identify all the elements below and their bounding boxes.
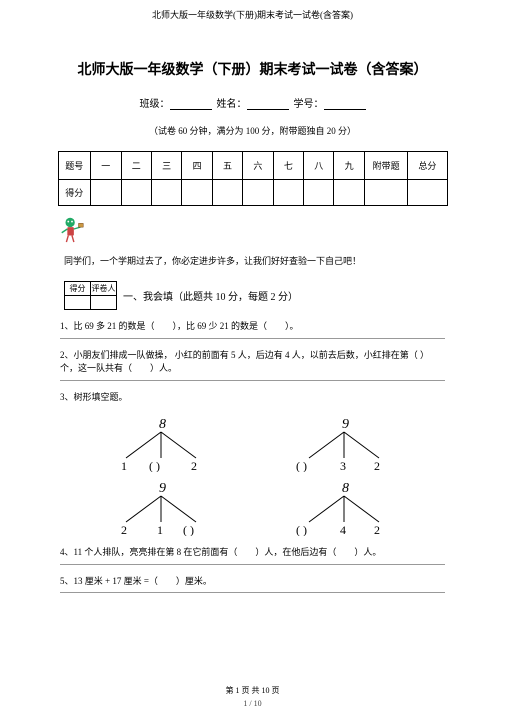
question-1: 1、比 69 多 21 的数是（ ），比 69 少 21 的数是（ ）。 <box>60 320 445 339</box>
trees-row-1: 8 1 ( ) 2 9 ( ) 3 2 <box>70 414 435 472</box>
section-1-title: 一、我会填（此题共 10 分，每题 2 分） <box>123 288 298 303</box>
svg-text:2: 2 <box>374 523 380 536</box>
mini-grade-table: 得分 评卷人 <box>64 281 117 310</box>
cell <box>151 180 181 206</box>
svg-text:1: 1 <box>157 523 163 536</box>
svg-text:3: 3 <box>340 459 346 472</box>
col-extra: 附带题 <box>364 152 407 180</box>
svg-text:8: 8 <box>342 481 349 496</box>
tree-3: 9 2 1 ( ) <box>101 478 221 536</box>
section-1-row: 得分 评卷人 一、我会填（此题共 10 分，每题 2 分） <box>64 281 505 310</box>
tree-4: 8 ( ) 4 2 <box>284 478 404 536</box>
col-7: 七 <box>273 152 303 180</box>
svg-text:2: 2 <box>191 459 197 472</box>
col-total: 总分 <box>408 152 447 180</box>
id-label: 学号： <box>294 99 324 110</box>
question-5: 5、13 厘米 + 17 厘米 =（ ）厘米。 <box>60 575 445 594</box>
q2-line2: 个，这一队共有（ ）人。 <box>60 363 177 373</box>
svg-text:( ): ( ) <box>149 459 160 472</box>
exam-note: （试卷 60 分钟，满分为 100 分，附带题独自 20 分） <box>0 124 505 137</box>
mascot-icon <box>58 214 86 244</box>
cell <box>408 180 447 206</box>
name-label: 姓名： <box>217 99 247 110</box>
page-title: 北师大版一年级数学（下册）期末考试一试卷（含答案） <box>0 59 505 79</box>
score-header-row: 题号 一 二 三 四 五 六 七 八 九 附带题 总分 <box>58 152 447 180</box>
svg-text:( ): ( ) <box>183 523 194 536</box>
mini-cell <box>91 296 117 310</box>
svg-text:8: 8 <box>159 417 166 432</box>
student-info-line: 班级： 姓名： 学号： <box>0 95 505 110</box>
score-value-row: 得分 <box>58 180 447 206</box>
class-blank <box>170 98 212 110</box>
mini-h1: 得分 <box>65 282 91 296</box>
score-table: 题号 一 二 三 四 五 六 七 八 九 附带题 总分 得分 <box>58 151 448 206</box>
row1-label: 题号 <box>58 152 91 180</box>
col-4: 四 <box>182 152 212 180</box>
svg-text:9: 9 <box>159 481 166 496</box>
page-counter: 1 / 10 <box>0 699 505 708</box>
page-header-small: 北师大版一年级数学(下册)期末考试一试卷(含答案) <box>0 0 505 21</box>
col-6: 六 <box>243 152 273 180</box>
col-5: 五 <box>212 152 242 180</box>
svg-text:1: 1 <box>121 459 127 472</box>
col-9: 九 <box>334 152 364 180</box>
cell <box>334 180 364 206</box>
cell <box>121 180 151 206</box>
svg-text:( ): ( ) <box>296 459 307 472</box>
svg-text:9: 9 <box>342 417 349 432</box>
cell <box>273 180 303 206</box>
page-footer: 第 1 页 共 10 页 <box>0 685 505 696</box>
svg-text:2: 2 <box>374 459 380 472</box>
col-3: 三 <box>151 152 181 180</box>
svg-text:4: 4 <box>340 523 346 536</box>
col-8: 八 <box>304 152 334 180</box>
row2-label: 得分 <box>58 180 91 206</box>
cell <box>182 180 212 206</box>
q2-line1: 2、小朋友们排成一队做操， 小红的前面有 5 人，后边有 4 人，以前去后数，小… <box>60 350 429 360</box>
svg-text:( ): ( ) <box>296 523 307 536</box>
tree-1: 8 1 ( ) 2 <box>101 414 221 472</box>
cell <box>212 180 242 206</box>
class-label: 班级： <box>140 99 170 110</box>
cell <box>364 180 407 206</box>
cell <box>91 180 121 206</box>
question-2: 2、小朋友们排成一队做操， 小红的前面有 5 人，后边有 4 人，以前去后数，小… <box>60 349 445 381</box>
cell <box>243 180 273 206</box>
greeting-text: 同学们，一个学期过去了，你必定进步许多，让我们好好查验一下自己吧！ <box>64 254 505 267</box>
mini-cell <box>65 296 91 310</box>
name-blank <box>247 98 289 110</box>
question-4: 4、11 个人排队，亮亮排在第 8 在它前面有（ ）人，在他后边有（ ）人。 <box>60 546 445 565</box>
svg-text:2: 2 <box>121 523 127 536</box>
cell <box>304 180 334 206</box>
col-2: 二 <box>121 152 151 180</box>
trees-row-2: 9 2 1 ( ) 8 ( ) 4 2 <box>70 478 435 536</box>
question-3: 3、树形填空题。 <box>60 391 445 409</box>
mini-h2: 评卷人 <box>91 282 117 296</box>
col-1: 一 <box>91 152 121 180</box>
tree-2: 9 ( ) 3 2 <box>284 414 404 472</box>
id-blank <box>324 98 366 110</box>
